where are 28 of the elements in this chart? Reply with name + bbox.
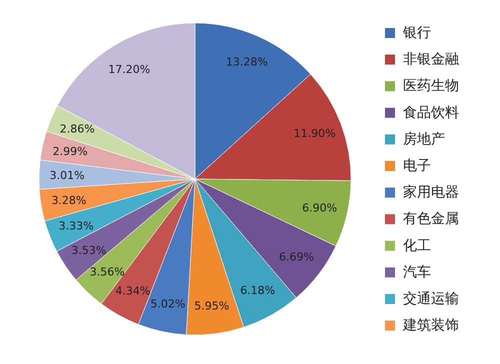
legend-label: 化工 [403,238,431,254]
data-label: 3.56% [90,266,125,279]
data-label: 6.18% [240,284,276,298]
data-label: 4.34% [115,284,150,298]
legend-label: 电子 [403,158,431,174]
data-label: 13.28% [226,56,268,69]
data-label: 2.86% [60,122,95,136]
data-label: 3.28% [51,194,86,208]
legend-label: 家用电器 [403,184,459,201]
legend-label: 汽车 [403,264,431,280]
data-label: 5.95% [194,299,230,312]
data-label: 3.53% [71,244,106,257]
data-label: 11.90% [294,127,336,140]
data-label: 17.20% [108,62,150,76]
legend-label: 房地产 [403,131,445,148]
legend-label: 非银金融 [403,52,459,68]
legend-label: 医药生物 [403,78,459,94]
data-label: 5.02% [150,298,186,311]
data-label: 6.90% [302,201,338,214]
data-label: 2.99% [52,144,88,158]
legend-label: 银行 [402,25,431,41]
legend-label: 建筑装饰 [402,318,459,334]
legend-label: 有色金属 [403,211,459,228]
legend-label: 食品饮料 [403,104,459,121]
legend-label: 交通运输 [403,291,459,307]
data-label: 3.01% [50,168,85,182]
data-label: 3.33% [58,220,94,233]
data-label: 6.69% [279,250,314,264]
